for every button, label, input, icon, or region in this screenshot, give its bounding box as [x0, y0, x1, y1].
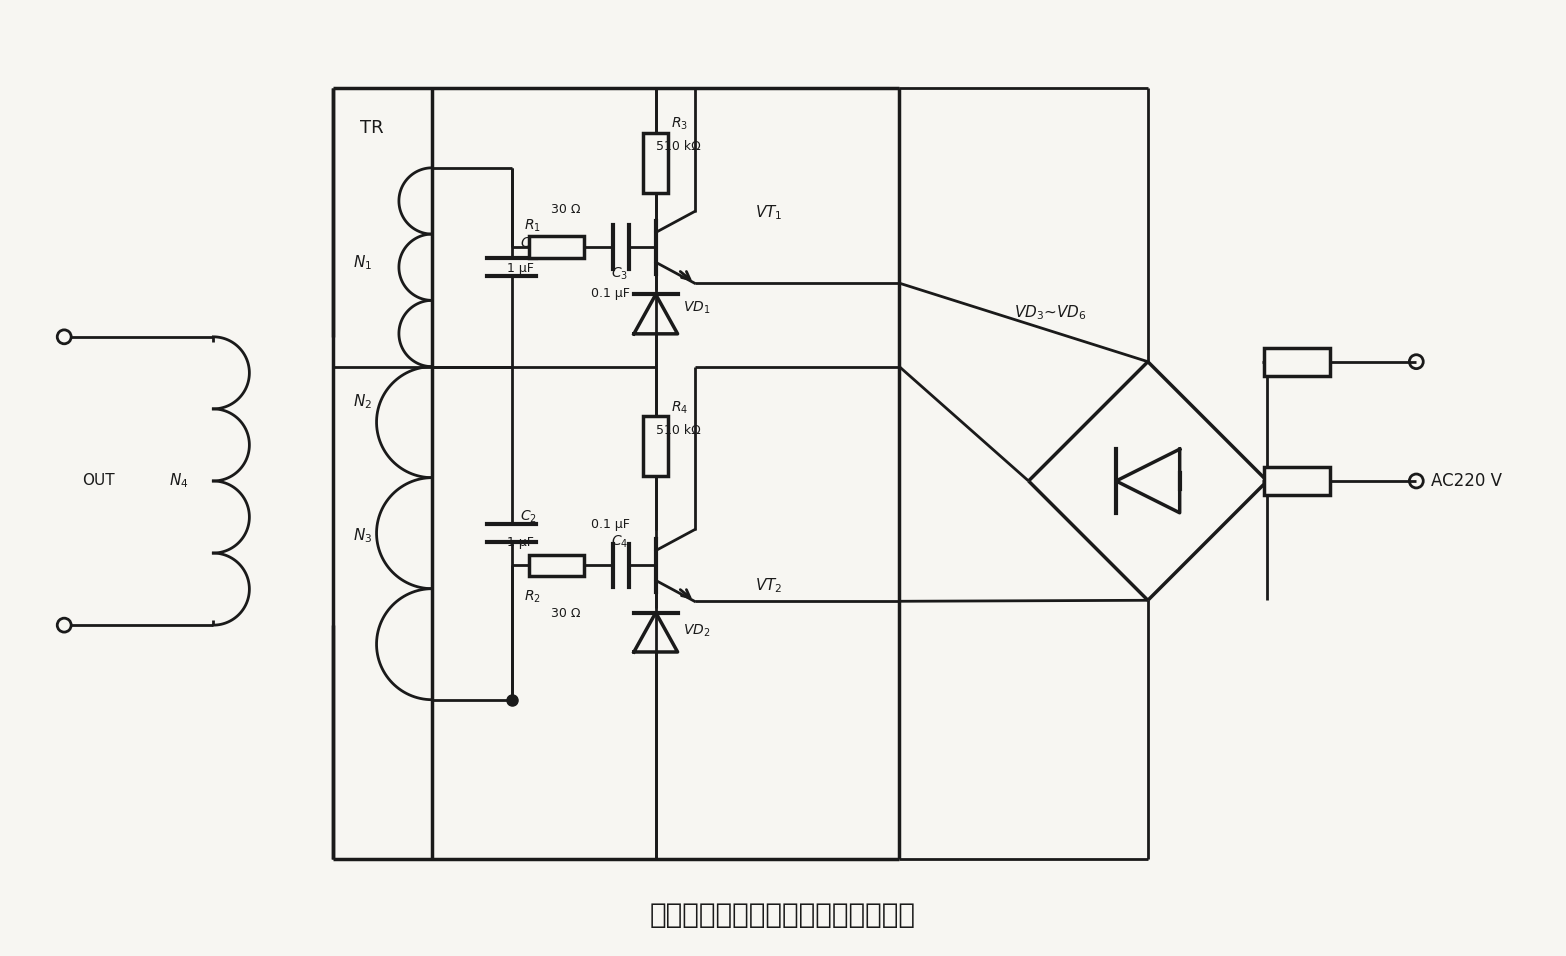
Text: $R_1$: $R_1$	[523, 217, 540, 234]
Text: $C_4$: $C_4$	[611, 533, 628, 550]
Text: 输出电压稳定的电子变压器电路原理: 输出电压稳定的电子变压器电路原理	[650, 902, 916, 929]
Text: 1 μF: 1 μF	[507, 262, 534, 275]
Text: $C_2$: $C_2$	[520, 509, 537, 525]
Text: $VT_1$: $VT_1$	[755, 204, 783, 222]
Text: 0.1 μF: 0.1 μF	[590, 518, 630, 531]
Text: 510 kΩ: 510 kΩ	[656, 140, 700, 153]
Bar	[644, 133, 669, 193]
Text: $C_3$: $C_3$	[611, 265, 628, 282]
Text: 510 kΩ: 510 kΩ	[656, 424, 700, 437]
Text: $VT_2$: $VT_2$	[755, 576, 783, 595]
Bar	[644, 417, 669, 476]
Text: $R_4$: $R_4$	[670, 400, 687, 416]
Text: $VD_3$~$VD_6$: $VD_3$~$VD_6$	[1013, 303, 1087, 321]
Text: $R_3$: $R_3$	[670, 116, 687, 133]
Bar	[1264, 348, 1330, 376]
Text: $VD_2$: $VD_2$	[683, 623, 709, 640]
Text: $R_2$: $R_2$	[523, 588, 540, 605]
Bar	[529, 236, 584, 258]
Text: $C_1$: $C_1$	[520, 235, 537, 251]
Bar	[1264, 467, 1330, 495]
Text: 30 Ω: 30 Ω	[551, 607, 581, 620]
Text: $VD_1$: $VD_1$	[683, 300, 709, 316]
Text: $N_2$: $N_2$	[352, 392, 371, 411]
Text: $N_3$: $N_3$	[352, 527, 371, 545]
Text: 0.1 μF: 0.1 μF	[590, 287, 630, 300]
Bar	[529, 554, 584, 576]
Text: $N_4$: $N_4$	[169, 471, 188, 490]
Text: 1 μF: 1 μF	[507, 535, 534, 549]
Text: $N_1$: $N_1$	[352, 253, 371, 272]
Text: OUT: OUT	[81, 473, 114, 489]
Text: AC220 V: AC220 V	[1431, 472, 1502, 490]
Text: TR: TR	[360, 119, 384, 137]
Text: 30 Ω: 30 Ω	[551, 203, 581, 215]
